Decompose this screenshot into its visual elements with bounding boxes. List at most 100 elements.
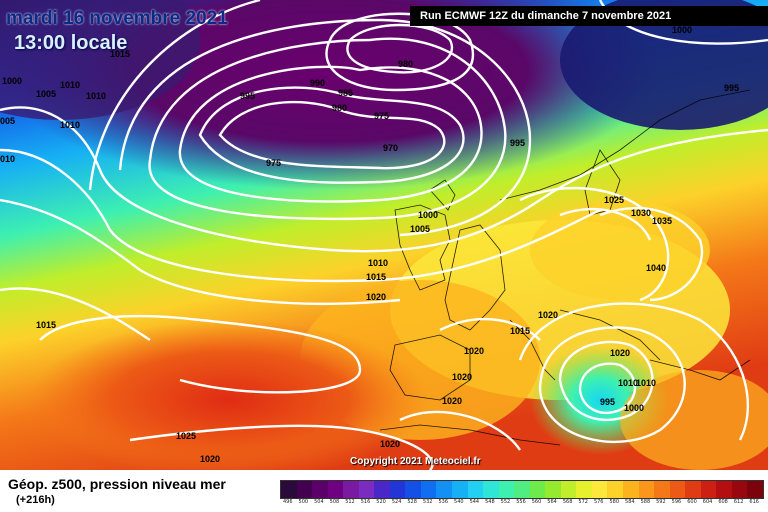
pressure-label: 1010 bbox=[60, 120, 80, 130]
scale-swatch bbox=[685, 481, 701, 498]
scale-swatch bbox=[560, 481, 577, 498]
scale-label: 536 bbox=[438, 499, 449, 505]
pressure-label: 970 bbox=[383, 143, 398, 153]
scale-swatch bbox=[467, 481, 484, 498]
map-canvas: 1000 1005 1010 1010 1010 005 010 1015 99… bbox=[0, 0, 768, 470]
legend-panel: Géop. z500, pression niveau mer (+216h) … bbox=[0, 470, 768, 512]
pressure-label: 1020 bbox=[366, 292, 386, 302]
scale-swatch bbox=[358, 481, 375, 498]
pressure-label: 995 bbox=[510, 138, 525, 148]
pressure-label: 975 bbox=[266, 158, 281, 168]
pressure-label: 1000 bbox=[2, 76, 22, 86]
pressure-labels: 1000 1005 1010 1010 1010 005 010 1015 99… bbox=[0, 25, 739, 464]
scale-swatch bbox=[452, 481, 468, 498]
legend-title: Géop. z500, pression niveau mer bbox=[8, 476, 226, 492]
pressure-label: 1000 bbox=[418, 210, 438, 220]
pressure-label: 1015 bbox=[510, 326, 530, 336]
scale-swatch bbox=[529, 481, 546, 498]
scale-label: 572 bbox=[578, 499, 588, 505]
scale-swatch bbox=[514, 481, 530, 498]
scale-label: 596 bbox=[671, 499, 682, 505]
scale-swatch bbox=[343, 481, 359, 498]
pressure-label: 1005 bbox=[36, 89, 56, 99]
scale-label: 588 bbox=[640, 499, 651, 505]
scale-label: 584 bbox=[625, 499, 635, 505]
pressure-label: 1010 bbox=[86, 91, 106, 101]
forecast-date: mardi 16 novembre 2021 bbox=[6, 8, 228, 29]
pressure-label: 985 bbox=[338, 88, 353, 98]
scale-swatch bbox=[700, 481, 717, 498]
pressure-label: 1015 bbox=[110, 49, 130, 59]
scale-label: 568 bbox=[562, 499, 573, 505]
scale-label: 612 bbox=[733, 499, 744, 505]
pressure-label: 1020 bbox=[464, 346, 484, 356]
scale-label: 560 bbox=[531, 499, 542, 505]
scale-label: 580 bbox=[609, 499, 620, 505]
scale-label: 524 bbox=[391, 499, 402, 505]
scale-swatch bbox=[405, 481, 421, 498]
scale-swatch bbox=[623, 481, 639, 498]
lead-time: (+216h) bbox=[16, 494, 55, 506]
pressure-label: 1025 bbox=[604, 195, 624, 205]
scale-label: 516 bbox=[360, 499, 371, 505]
scale-label: 512 bbox=[345, 499, 355, 505]
scale-swatch bbox=[607, 481, 624, 498]
scale-label: 552 bbox=[500, 499, 511, 505]
pressure-label: 1010 bbox=[60, 80, 80, 90]
scale-swatch bbox=[296, 481, 313, 498]
scale-label: 496 bbox=[283, 499, 293, 505]
scale-label: 532 bbox=[422, 499, 433, 505]
scale-label: 592 bbox=[656, 499, 666, 505]
forecast-time: 13:00 locale bbox=[14, 32, 128, 54]
pressure-label: 005 bbox=[0, 116, 15, 126]
scale-swatch bbox=[591, 481, 608, 498]
pressure-label: 1025 bbox=[176, 431, 196, 441]
pressure-label: 1020 bbox=[380, 439, 400, 449]
scale-label: 544 bbox=[469, 499, 480, 505]
scale-swatch bbox=[545, 481, 561, 498]
color-scale bbox=[280, 480, 764, 499]
scale-swatch bbox=[312, 481, 328, 498]
run-info: Run ECMWF 12Z du dimanche 7 novembre 202… bbox=[410, 6, 768, 26]
scale-swatch bbox=[669, 481, 686, 498]
scale-label: 548 bbox=[485, 499, 495, 505]
pressure-label: 1010 bbox=[636, 378, 656, 388]
pressure-label: 1020 bbox=[442, 396, 462, 406]
pressure-label: 1040 bbox=[646, 263, 666, 273]
pressure-label: 1010 bbox=[368, 258, 388, 268]
scale-label: 616 bbox=[749, 499, 759, 505]
pressure-label: 1015 bbox=[366, 272, 386, 282]
scale-swatch bbox=[747, 481, 763, 498]
pressure-label: 995 bbox=[724, 83, 739, 93]
scale-swatch bbox=[436, 481, 453, 498]
scale-label: 556 bbox=[516, 499, 526, 505]
pressure-label: 1020 bbox=[200, 454, 220, 464]
scale-label: 600 bbox=[687, 499, 697, 505]
pressure-label: 1005 bbox=[410, 224, 430, 234]
scale-label: 564 bbox=[547, 499, 557, 505]
weather-map: 1000 1005 1010 1010 1010 005 010 1015 99… bbox=[0, 0, 768, 470]
pressure-label: 980 bbox=[398, 59, 413, 69]
scale-swatch bbox=[389, 481, 406, 498]
pressure-label: 995 bbox=[600, 397, 615, 407]
scale-label: 576 bbox=[593, 499, 604, 505]
scale-swatch bbox=[654, 481, 670, 498]
pressure-label: 1020 bbox=[538, 310, 558, 320]
scale-label: 608 bbox=[718, 499, 728, 505]
scale-label: 528 bbox=[407, 499, 417, 505]
color-scale-labels: 496 500 504 508 512 516 520 524 528 532 536 540 544 5… bbox=[280, 499, 762, 509]
scale-label: 508 bbox=[329, 499, 340, 505]
pressure-label: 980 bbox=[332, 103, 347, 113]
pressure-label: 1030 bbox=[631, 208, 651, 218]
scale-swatch bbox=[731, 481, 748, 498]
scale-swatch bbox=[327, 481, 344, 498]
scale-label: 504 bbox=[314, 499, 324, 505]
pressure-label: 990 bbox=[310, 78, 325, 88]
scale-swatch bbox=[374, 481, 390, 498]
pressure-label: 1015 bbox=[36, 320, 56, 330]
scale-label: 604 bbox=[702, 499, 713, 505]
pressure-label: 975 bbox=[374, 111, 389, 121]
pressure-label: 995 bbox=[240, 91, 255, 101]
scale-swatch bbox=[716, 481, 732, 498]
scale-label: 520 bbox=[376, 499, 386, 505]
